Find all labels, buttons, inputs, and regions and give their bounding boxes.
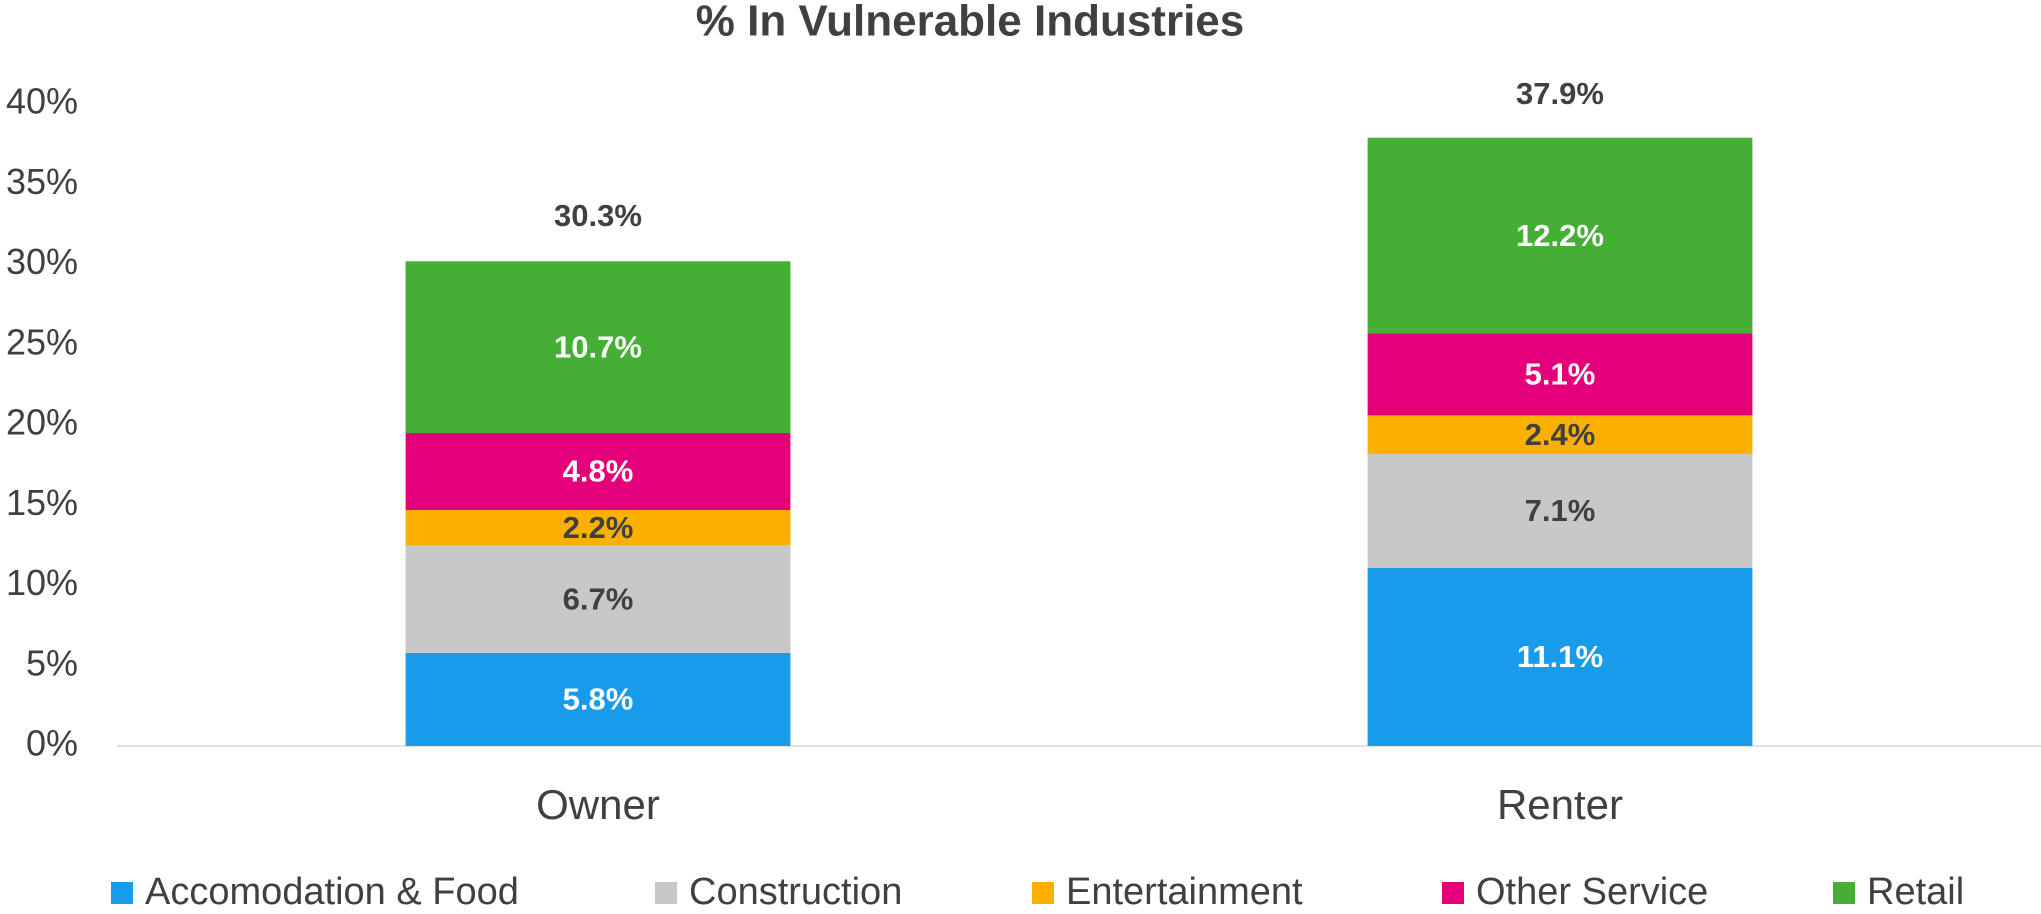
bar-segment: [405, 652, 791, 746]
y-tick-label: 10%: [6, 562, 78, 603]
y-tick-label: 20%: [6, 402, 78, 443]
bar-segment: [405, 545, 791, 653]
legend-swatch: [1833, 882, 1855, 904]
bar-segment: [405, 433, 791, 511]
legend-label: Accomodation & Food: [145, 871, 519, 913]
y-tick-label: 15%: [6, 482, 78, 523]
bar-segment: [1367, 415, 1753, 454]
data-label: 10.7%: [554, 329, 642, 364]
data-label: 2.2%: [563, 510, 634, 545]
legend-swatch: [111, 882, 133, 904]
y-tick-label: 25%: [6, 321, 78, 362]
data-label: 4.8%: [563, 454, 634, 489]
bar-segment: [1367, 137, 1753, 334]
legend-swatch: [655, 882, 677, 904]
chart-title: % In Vulnerable Industries: [696, 0, 1245, 46]
legend-label: Entertainment: [1066, 871, 1303, 913]
x-tick-label: Renter: [1497, 781, 1623, 828]
y-tick-label: 40%: [6, 81, 78, 122]
bar-segment: [1367, 567, 1753, 746]
y-tick-label: 5%: [26, 642, 78, 683]
legend-label: Other Service: [1476, 871, 1708, 913]
data-label: 2.4%: [1525, 417, 1596, 452]
legend-swatch: [1442, 882, 1464, 904]
bar-segment: [1367, 453, 1753, 568]
bar-segment: [1367, 333, 1753, 416]
y-tick-label: 0%: [26, 723, 78, 764]
total-label: 30.3%: [554, 198, 642, 233]
data-label: 5.8%: [563, 682, 634, 717]
total-label: 37.9%: [1516, 76, 1604, 111]
legend-label: Retail: [1867, 871, 1964, 913]
y-tick-label: 30%: [6, 241, 78, 282]
data-label: 7.1%: [1525, 493, 1596, 528]
bar-segment: [405, 261, 791, 434]
bar-segment: [405, 510, 791, 546]
legend-swatch: [1032, 882, 1054, 904]
data-label: 11.1%: [1517, 639, 1603, 674]
data-label: 12.2%: [1516, 218, 1604, 253]
data-label: 5.1%: [1525, 357, 1596, 392]
data-label: 6.7%: [563, 581, 634, 616]
y-tick-label: 35%: [6, 161, 78, 202]
x-tick-label: Owner: [536, 781, 660, 828]
legend-label: Construction: [689, 871, 902, 913]
